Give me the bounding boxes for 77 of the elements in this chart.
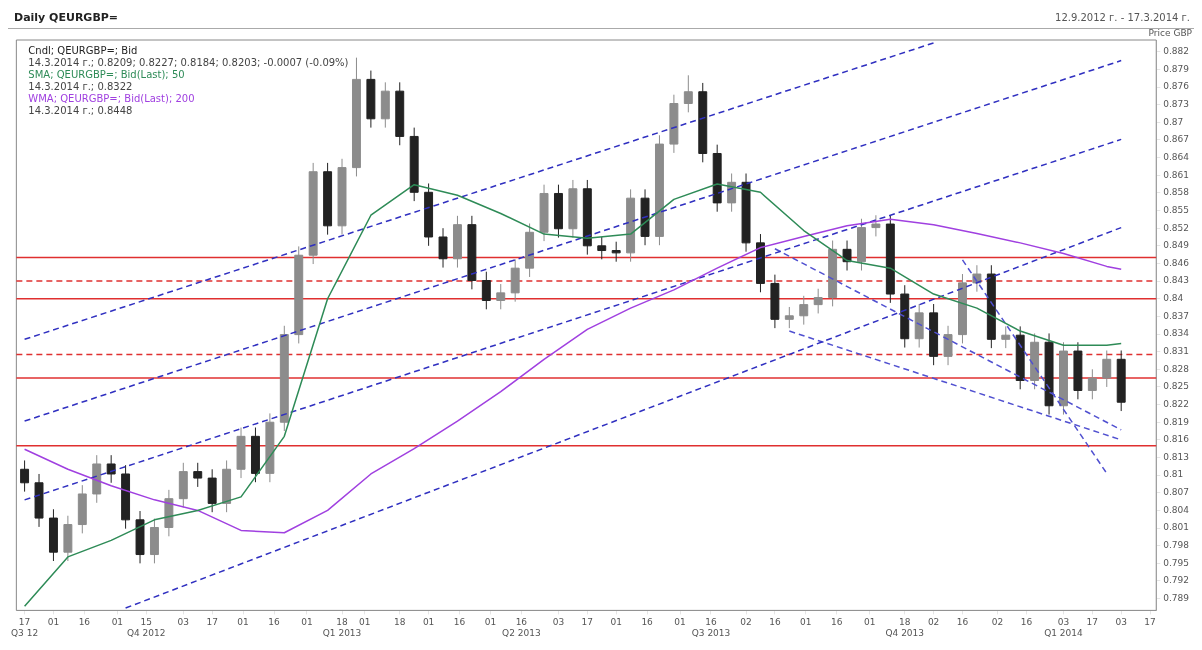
text: SMA; QEURGBP=; Bid(Last); 50 xyxy=(28,68,185,80)
x-tick-label: 16 xyxy=(769,617,781,628)
y-tick-label: 0.813 xyxy=(1163,451,1189,462)
y-tick-label: 0.834 xyxy=(1163,328,1190,339)
y-tick-label: 0.822 xyxy=(1163,398,1189,409)
x-tick-label: 01 xyxy=(237,617,249,628)
y-tick-label: 0.807 xyxy=(1163,487,1189,498)
x-tick-label: 16 Q3 2013 xyxy=(691,617,731,638)
x-tick-label: 17 xyxy=(206,617,218,628)
x-tick-label: 03 xyxy=(1115,617,1127,628)
y-axis-title: Price GBP xyxy=(1148,28,1193,39)
y-tick-label: 0.828 xyxy=(1163,363,1190,374)
x-tick-label: 02 xyxy=(740,617,752,628)
x-tick-label: 16 Q2 2013 xyxy=(502,617,541,638)
y-tick-label: 0.825 xyxy=(1163,381,1189,392)
y-tick-label: 0.858 xyxy=(1163,187,1190,198)
y-tick-label: 0.837 xyxy=(1163,310,1189,321)
x-tick-label: 16 xyxy=(956,617,969,628)
x-tick-label: 01 xyxy=(358,617,371,628)
y-tick-label: 0.84 xyxy=(1163,293,1184,304)
y-tick-label: 0.795 xyxy=(1163,557,1189,568)
y-tick-label: 0.873 xyxy=(1163,99,1189,110)
annotation: 14.3.2014 г.; 0.8209; 0.8227; 0.8184; 0.8203; -0.0007 (-0.09%) xyxy=(28,56,349,68)
y-tick-label: 0.804 xyxy=(1163,504,1190,515)
x-tick-label: 01 xyxy=(47,617,60,628)
x-tick-label: 16 xyxy=(1020,617,1033,628)
x-tick-label: 03 xyxy=(552,617,565,628)
y-tick-label: 0.867 xyxy=(1163,134,1189,145)
y-tick-label: 0.816 xyxy=(1163,434,1190,445)
x-tick-label: 03 xyxy=(177,617,190,628)
x-tick-label: 18 Q4 2013 xyxy=(885,617,925,638)
x-tick-label: 01 xyxy=(484,617,497,628)
x-tick-label: 16 xyxy=(641,617,654,628)
x-tick-label: 16 xyxy=(78,617,91,628)
x-tick-label: 03 Q1 2014 xyxy=(1044,617,1084,638)
x-tick-label: 17 xyxy=(1086,617,1099,628)
y-tick-label: 0.843 xyxy=(1163,275,1189,286)
x-tick-label: 02 xyxy=(927,617,940,628)
y-tick-label: 0.798 xyxy=(1163,540,1190,551)
y-tick-label: 0.882 xyxy=(1163,46,1189,57)
y-tick-label: 0.876 xyxy=(1163,81,1190,92)
y-tick-label: 0.852 xyxy=(1163,222,1189,233)
x-tick-label: 17 Q3 12 xyxy=(11,617,39,638)
x-tick-label: 01 xyxy=(422,617,435,628)
y-tick-label: 0.81 xyxy=(1163,469,1184,480)
chart-subtitle: 12.9.2012 г. - 17.3.2014 г. xyxy=(1055,11,1190,23)
x-tick-label: 01 xyxy=(863,617,876,628)
x-tick-label: 16 xyxy=(831,617,843,628)
y-tick-label: 0.879 xyxy=(1163,63,1190,74)
x-tick-label: 01 xyxy=(674,617,686,628)
y-tick-label: 0.819 xyxy=(1163,416,1190,427)
y-tick-label: 0.864 xyxy=(1163,151,1190,162)
x-tick-label: 15 Q4 2012 xyxy=(126,617,166,638)
x-tick-label: 16 xyxy=(268,617,281,628)
y-tick-label: 0.846 xyxy=(1163,257,1190,268)
y-tick-label: 0.789 xyxy=(1163,592,1190,603)
y-tick-label: 0.861 xyxy=(1163,169,1189,180)
x-tick-label: 17 xyxy=(581,617,594,628)
x-tick-label: 18 xyxy=(394,617,406,628)
x-tick-label: 01 xyxy=(111,617,124,628)
annotation: 14.3.2014 г.; 0.8322 xyxy=(28,80,133,92)
text: Cndl; QEURGBP=; Bid xyxy=(28,44,138,56)
y-tick-label: 0.831 xyxy=(1163,346,1189,357)
annotation: 14.3.2014 г.; 0.8448 xyxy=(28,104,133,116)
y-tick-label: 0.801 xyxy=(1163,522,1189,533)
text: WMA; QEURGBP=; Bid(Last); 200 xyxy=(28,92,195,104)
y-tick-label: 0.87 xyxy=(1163,116,1184,127)
x-tick-label: 01 xyxy=(301,617,313,628)
x-tick-label: 02 xyxy=(991,617,1004,628)
y-tick-label: 0.855 xyxy=(1163,204,1189,215)
chart-title: Daily QEURGBP= xyxy=(14,10,119,24)
y-tick-label: 0.849 xyxy=(1163,240,1190,251)
x-tick-label: 01 xyxy=(610,617,622,628)
y-tick-label: 0.792 xyxy=(1163,575,1189,586)
x-tick-label: 17 xyxy=(1144,617,1156,628)
x-tick-label: 01 xyxy=(800,617,812,628)
x-tick-label: 16 xyxy=(453,617,466,628)
